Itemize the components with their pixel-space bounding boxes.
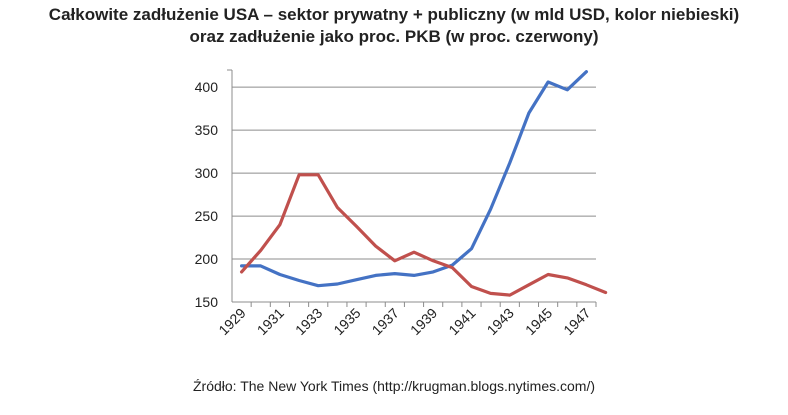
y-tick-label: 300 [195, 165, 219, 181]
y-tick-label: 200 [195, 251, 219, 267]
x-tick-label: 1945 [522, 305, 555, 338]
y-tick-label: 150 [195, 294, 219, 310]
x-tick-label: 1941 [445, 305, 478, 338]
x-tick-label: 1947 [560, 305, 593, 338]
series-lines [240, 70, 608, 297]
chart-title-line-1: Całkowite zadłużenie USA – sektor prywat… [48, 5, 740, 24]
y-axis-tick-labels: 150 200 250 300 350 400 [195, 79, 219, 310]
x-tick-label: 1943 [484, 305, 517, 338]
series-line-red [240, 173, 608, 297]
x-tick-label: 1937 [369, 305, 402, 338]
y-tick-label: 350 [195, 122, 219, 138]
x-tick-label: 1935 [330, 305, 363, 338]
grid-lines [232, 86, 596, 260]
x-tick-label: 1933 [292, 305, 325, 338]
source-caption: Źródło: The New York Times (http://krugm… [192, 378, 595, 394]
x-tick-label: 1929 [215, 305, 248, 338]
x-tick-label: 1939 [407, 305, 440, 338]
x-tick-label: 1931 [254, 305, 287, 338]
chart-title: Całkowite zadłużenie USA – sektor prywat… [0, 4, 788, 48]
series-line-blue [240, 70, 589, 288]
y-tick-label: 250 [195, 208, 219, 224]
x-axis-tick-labels: 1929 1931 1933 1935 1937 1939 1941 1943 1945 1947 [215, 305, 593, 338]
y-tick-label: 400 [195, 79, 219, 95]
chart-title-line-2: oraz zadłużenie jako proc. PKB (w proc. … [189, 27, 599, 46]
axes [227, 69, 597, 307]
